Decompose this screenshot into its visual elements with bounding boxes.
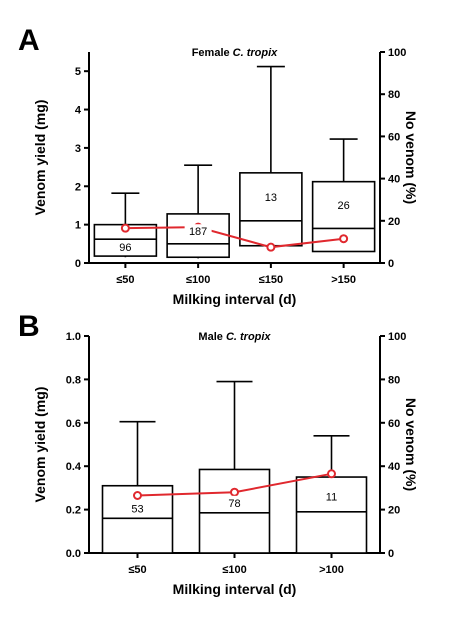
y-tick-label: 0.8 (66, 374, 81, 386)
y2-tick-label: 40 (388, 461, 400, 473)
y-tick-label: 0.2 (66, 505, 81, 517)
n-label: 96 (119, 242, 131, 254)
chart-title: Male C. tropix (198, 331, 271, 343)
box-body (166, 213, 230, 259)
x-tick-label: ≤150 (259, 274, 283, 286)
panel-label: A (18, 24, 40, 57)
n-label-bg (184, 224, 212, 239)
y2-axis-title: No venom (%) (403, 398, 419, 491)
y2-tick-label: 40 (388, 174, 400, 186)
box-body (198, 468, 271, 554)
x-axis-title: Milking interval (d) (173, 291, 297, 307)
y-tick-label: 1.0 (66, 331, 81, 343)
n-label: 13 (265, 192, 277, 204)
n-label-bg (321, 489, 342, 504)
y-tick-label: 0.6 (66, 418, 81, 430)
y-tick-label: 0 (75, 258, 81, 270)
chart-title-species: C. tropix (233, 47, 278, 59)
y2-tick-label: 60 (388, 131, 400, 143)
chart-title-sex: Female (192, 47, 233, 59)
panel-label: B (18, 310, 40, 343)
x-tick-label: >100 (319, 564, 344, 576)
box-2 (239, 65, 303, 247)
box-body (295, 476, 368, 554)
n-label-bg (224, 495, 245, 510)
x-tick-label: >150 (331, 274, 356, 286)
n-label-bg (115, 240, 136, 255)
box-0 (101, 420, 174, 554)
no-venom-point (133, 490, 142, 500)
y2-tick-label: 0 (388, 258, 394, 270)
n-label: 11 (326, 491, 337, 503)
y-tick-label: 0.4 (66, 461, 82, 473)
x-tick-label: ≤50 (128, 564, 146, 576)
box-body (239, 172, 303, 247)
y-tick-label: 3 (75, 143, 81, 155)
chart-panel-b: B Male C. tropix 0.0 0.2 0.4 0.6 0.8 1.0 0 20 40 60… (18, 310, 419, 597)
y2-tick-label: 20 (388, 505, 400, 517)
x-axis-title: Milking interval (d) (173, 581, 297, 597)
n-label: 78 (228, 498, 240, 510)
no-venom-line (125, 226, 344, 249)
y-tick-label: 1 (75, 220, 81, 232)
y2-tick-label: 20 (388, 216, 400, 228)
y-axis-title: Venom yield (mg) (32, 100, 48, 216)
no-venom-point (266, 242, 276, 252)
box-3 (311, 138, 376, 253)
n-label: 187 (189, 226, 207, 238)
x-tick-label: ≤100 (222, 564, 246, 576)
box-1 (166, 164, 230, 259)
y2-tick-label: 80 (388, 89, 400, 101)
y-tick-label: 0.0 (66, 548, 81, 560)
n-label: 26 (338, 200, 350, 212)
chart-title-species: C. tropix (226, 331, 271, 343)
y-axis-title: Venom yield (mg) (32, 387, 48, 503)
x-tick-label: ≤100 (186, 274, 210, 286)
no-venom-point (327, 469, 336, 479)
y2-tick-label: 0 (388, 548, 394, 560)
n-label: 53 (131, 503, 143, 515)
n-label-bg (127, 501, 148, 516)
no-venom-point (120, 223, 130, 233)
n-label-bg (260, 189, 281, 204)
box-body (311, 180, 376, 253)
chart-panel-a: A Female C. tropix 0 1 2 3 4 5 0 20 40 60 80 100 ≤50 ≤1… (18, 24, 419, 307)
box-1 (198, 380, 271, 554)
y-tick-label: 4 (75, 105, 82, 117)
chart-title: Female C. tropix (192, 47, 278, 59)
y2-axis-title: No venom (%) (403, 111, 419, 204)
no-venom-point (339, 234, 349, 244)
y2-tick-label: 100 (388, 47, 406, 59)
y2-tick-label: 60 (388, 418, 400, 430)
x-tick-label: ≤50 (116, 274, 134, 286)
chart-title-sex: Male (198, 331, 226, 343)
y-tick-label: 2 (75, 181, 81, 193)
no-venom-point (230, 487, 239, 497)
y2-tick-label: 100 (388, 331, 406, 343)
y-tick-label: 5 (75, 66, 81, 78)
y2-tick-label: 80 (388, 374, 400, 386)
n-label-bg (333, 198, 354, 213)
